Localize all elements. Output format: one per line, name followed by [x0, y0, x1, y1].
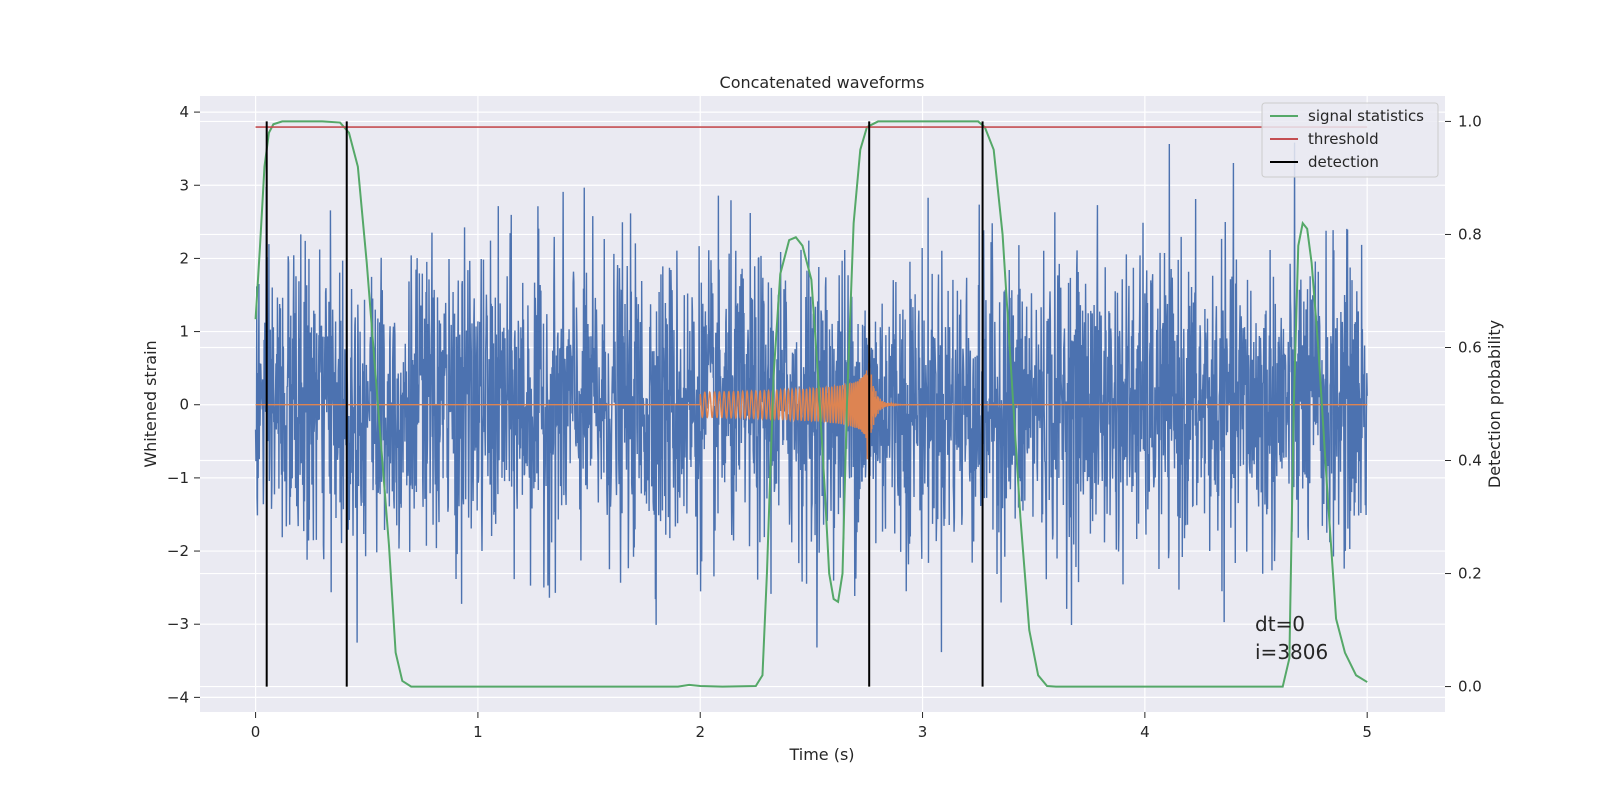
y-tick-label-0: −4: [167, 688, 189, 706]
y-tick-label-1: −3: [167, 615, 189, 633]
legend: signal statistics threshold detection: [1261, 102, 1439, 178]
strain-noise-series: [254, 142, 1368, 653]
y-right-tick-label-1: 0.2: [1458, 565, 1482, 583]
legend-box: [1261, 102, 1439, 178]
legend-label-signal-statistics: signal statistics: [1308, 107, 1424, 125]
y-right-tick-label-3: 0.6: [1458, 338, 1482, 356]
x-axis-label: Time (s): [788, 745, 854, 764]
y-axis-label: Whitened strain: [141, 340, 160, 467]
x-tick-label-0: 0: [251, 723, 261, 741]
y-right-tick-label-0: 0.0: [1458, 678, 1482, 696]
y-right-tick-label-4: 0.8: [1458, 225, 1482, 243]
y-right-axis-label: Detection probability: [1485, 320, 1504, 488]
x-tick-label-1: 1: [473, 723, 483, 741]
y-tick-label-2: −2: [167, 542, 189, 560]
strain-noise-line: [254, 142, 1368, 653]
annotation-i: i=3806: [1255, 640, 1328, 664]
signal-statistics-line: [254, 120, 1368, 688]
y-tick-label-8: 4: [179, 103, 189, 121]
x-axis-ticks: 0 1 2 3 4 5: [251, 712, 1372, 741]
x-tick-label-2: 2: [695, 723, 705, 741]
x-tick-label-5: 5: [1362, 723, 1372, 741]
y-tick-label-5: 1: [179, 323, 189, 341]
y-right-tick-label-2: 0.4: [1458, 452, 1482, 470]
x-tick-label-4: 4: [1140, 723, 1150, 741]
template-chirp-series: [255, 362, 1368, 460]
chart-title: Concatenated waveforms: [720, 73, 925, 92]
x-tick-label-3: 3: [918, 723, 928, 741]
y-right-axis-ticks: 0.0 0.2 0.4 0.6 0.8 1.0: [1445, 112, 1482, 696]
y-tick-label-6: 2: [179, 249, 189, 267]
y-axis-ticks: −4 −3 −2 −1 0 1 2 3 4: [167, 103, 200, 706]
signal-statistics-series: [254, 120, 1368, 688]
template-chirp-line: [255, 362, 1368, 460]
legend-label-detection: detection: [1308, 153, 1379, 171]
detection-series: [265, 121, 984, 687]
y-right-tick-label-5: 1.0: [1458, 112, 1482, 130]
y-tick-label-3: −1: [167, 469, 189, 487]
legend-label-threshold: threshold: [1308, 130, 1379, 148]
annotation-dt: dt=0: [1255, 612, 1305, 636]
y-tick-label-4: 0: [179, 396, 189, 414]
y-tick-label-7: 3: [179, 176, 189, 194]
